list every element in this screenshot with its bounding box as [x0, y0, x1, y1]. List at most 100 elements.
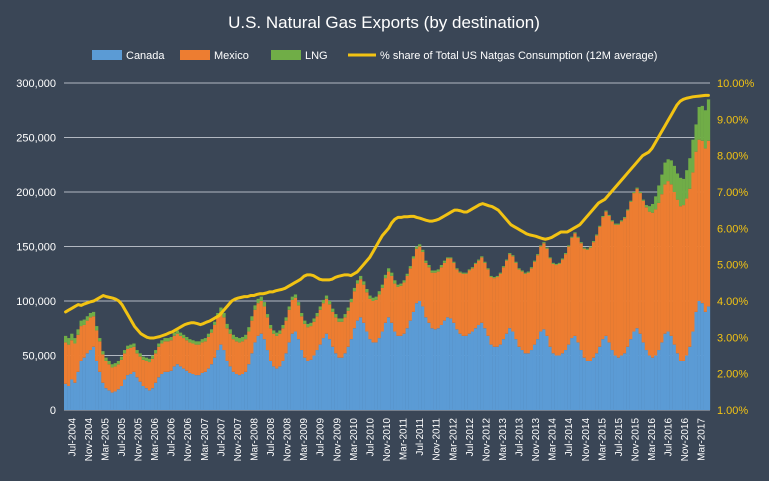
bar-mexico — [374, 299, 378, 343]
x-tick-label: Mar-2010 — [349, 418, 360, 461]
bar-mexico — [216, 317, 220, 351]
bar-canada — [194, 375, 198, 410]
bar-canada — [272, 366, 276, 410]
bar-canada — [371, 342, 375, 410]
bar-mexico — [219, 311, 223, 345]
bar-canada — [324, 333, 329, 410]
bar-mexico — [290, 299, 294, 334]
bar-mexico — [610, 221, 614, 351]
bar-lng — [626, 209, 630, 211]
bar-mexico — [467, 270, 472, 334]
bar-mexico — [433, 272, 437, 330]
bar-mexico — [119, 359, 124, 387]
bar-lng — [144, 357, 149, 361]
bar-canada — [492, 346, 496, 410]
bar-mexico — [203, 341, 208, 372]
bar-canada — [380, 331, 385, 410]
bar-canada — [293, 331, 298, 410]
bar-canada — [598, 346, 602, 410]
bar-mexico — [657, 202, 661, 351]
bar-mexico — [362, 284, 366, 323]
bar-mexico — [703, 148, 708, 312]
bar-mexico — [85, 320, 89, 354]
bar-mexico — [383, 278, 388, 323]
bar-lng — [209, 329, 214, 333]
bar-canada — [427, 322, 431, 410]
bar-mexico — [557, 263, 562, 356]
bar-canada — [539, 331, 543, 410]
bar-lng — [644, 205, 649, 208]
bar-canada — [654, 355, 658, 410]
bar-mexico — [582, 248, 586, 358]
bar-lng — [306, 323, 310, 328]
bar-canada — [560, 353, 565, 410]
bar-canada — [650, 357, 655, 410]
y-axis-right: 1.00% 2.00% 3.00% 4.00% 5.00% 6.00% 7.00% 8.00%… — [717, 78, 755, 417]
bar-canada — [141, 386, 145, 410]
bar-canada — [514, 339, 518, 410]
bar-mexico — [256, 303, 260, 336]
bar-mexico — [430, 272, 434, 329]
x-tick-label: Mar-2012 — [448, 418, 459, 461]
bar-canada — [178, 366, 183, 410]
bar-canada — [119, 386, 124, 410]
bar-lng — [206, 333, 211, 337]
bar-lng — [542, 242, 546, 244]
bar-mexico — [132, 346, 136, 372]
bar-mexico — [498, 273, 503, 345]
bar-canada — [262, 339, 267, 410]
bar-canada — [542, 329, 546, 410]
bar-lng — [399, 283, 403, 286]
bar-lng — [430, 270, 434, 273]
bar-lng — [250, 316, 254, 321]
bar-canada — [206, 368, 211, 410]
bar-lng — [461, 272, 465, 274]
bar-lng — [178, 332, 183, 336]
bar-lng — [492, 277, 496, 279]
x-tick-label: Nov-2014 — [581, 418, 592, 462]
bar-lng — [511, 255, 515, 257]
bar-mexico — [464, 273, 468, 336]
bar-canada — [334, 353, 338, 410]
bar-mexico — [380, 287, 385, 332]
bar-lng — [520, 270, 524, 272]
x-tick-label: Nov-2008 — [283, 418, 294, 462]
bar-canada — [387, 317, 391, 410]
bar-mexico — [209, 332, 214, 365]
x-tick-label: Nov-2005 — [134, 418, 145, 462]
chart-title: U.S. Natural Gas Exports (by destination… — [228, 13, 540, 32]
bar-canada — [626, 346, 630, 410]
x-tick-label: Mar-2008 — [249, 418, 260, 461]
bar-canada — [300, 350, 304, 410]
bar-mexico — [355, 283, 360, 321]
bar-lng — [119, 356, 124, 360]
bar-mexico — [619, 221, 624, 356]
legend-label-share: % share of Total US Natgas Consumption (… — [380, 50, 657, 62]
bar-canada — [641, 342, 645, 410]
x-tick-label: Nov-2012 — [481, 418, 492, 462]
bar-mexico — [567, 246, 571, 345]
bar-lng — [101, 351, 105, 355]
bar-mexico — [293, 297, 298, 332]
bar-lng — [473, 262, 478, 264]
bar-mexico — [377, 294, 381, 339]
bar-canada — [595, 353, 599, 410]
bar-canada — [98, 371, 102, 410]
bar-canada — [449, 318, 453, 410]
bar-lng — [678, 177, 683, 207]
y-left-tick-label: 0 — [50, 405, 56, 417]
bar-lng — [390, 272, 394, 276]
bar-mexico — [585, 249, 590, 361]
bar-canada — [682, 360, 686, 410]
bar-mexico — [669, 184, 673, 336]
bar-mexico — [446, 258, 450, 318]
y-right-tick-label: 3.00% — [717, 332, 748, 344]
bar-mexico — [234, 341, 239, 375]
bar-lng — [604, 210, 608, 212]
bar-lng — [362, 281, 366, 285]
bar-canada — [197, 375, 201, 410]
bar-mexico — [247, 331, 251, 365]
bar-mexico — [64, 342, 68, 384]
bar-lng — [501, 266, 506, 268]
bar-lng — [638, 192, 642, 194]
